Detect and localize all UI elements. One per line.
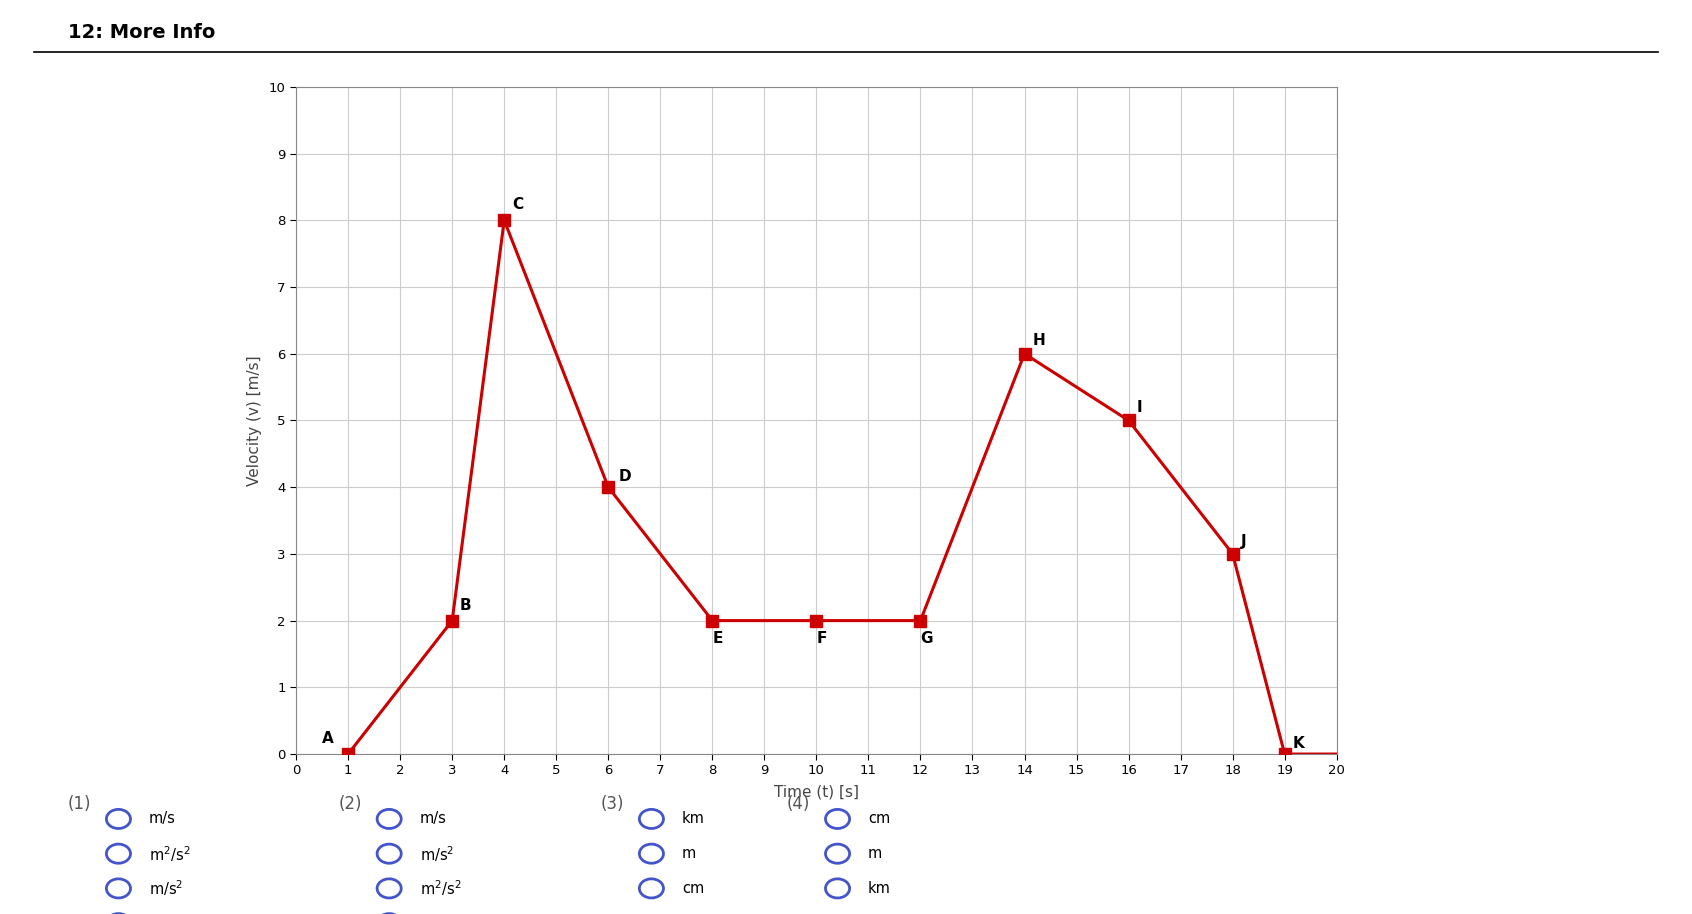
Text: C: C (513, 197, 523, 212)
Text: m: m (868, 846, 882, 861)
Text: (4): (4) (787, 795, 810, 813)
X-axis label: Time (t) [s]: Time (t) [s] (773, 784, 860, 800)
Text: (2): (2) (338, 795, 362, 813)
Text: m: m (682, 846, 695, 861)
Text: km: km (682, 812, 706, 826)
Text: m/s$^2$: m/s$^2$ (149, 878, 183, 898)
Y-axis label: Velocity (v) [m/s]: Velocity (v) [m/s] (247, 356, 262, 485)
Text: A: A (321, 731, 333, 746)
Text: (3): (3) (601, 795, 624, 813)
Text: (1): (1) (68, 795, 91, 813)
Text: km: km (868, 881, 892, 896)
Text: cm: cm (868, 812, 890, 826)
Text: m/s$^2$: m/s$^2$ (420, 844, 453, 864)
Text: J: J (1240, 534, 1245, 548)
Text: m$^2$/s$^2$: m$^2$/s$^2$ (420, 878, 462, 898)
Text: H: H (1032, 334, 1046, 348)
Text: m/s: m/s (149, 812, 176, 826)
Text: B: B (460, 598, 472, 612)
Text: cm: cm (682, 881, 704, 896)
Text: E: E (712, 631, 722, 646)
Text: K: K (1293, 736, 1305, 750)
Text: F: F (817, 631, 827, 646)
Text: I: I (1137, 400, 1142, 415)
Text: m/s: m/s (420, 812, 447, 826)
Text: 12: More Info: 12: More Info (68, 23, 215, 42)
Text: D: D (619, 469, 631, 484)
Text: G: G (920, 631, 932, 646)
Text: m$^2$/s$^2$: m$^2$/s$^2$ (149, 844, 191, 864)
